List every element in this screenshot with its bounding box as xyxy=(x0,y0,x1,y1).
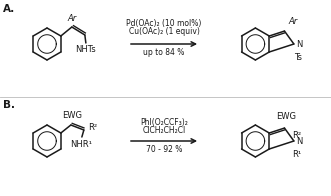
Text: B.: B. xyxy=(3,100,15,110)
Text: R²: R² xyxy=(88,122,97,132)
Text: NHTs: NHTs xyxy=(75,45,96,54)
Text: R¹: R¹ xyxy=(292,150,302,159)
Text: Ar: Ar xyxy=(289,17,298,26)
Text: 70 - 92 %: 70 - 92 % xyxy=(146,145,182,154)
Text: up to 84 %: up to 84 % xyxy=(143,48,185,57)
Text: A.: A. xyxy=(3,4,15,14)
Text: N: N xyxy=(296,40,302,48)
Text: EWG: EWG xyxy=(276,112,297,121)
Text: PhI(O₂CCF₃)₂: PhI(O₂CCF₃)₂ xyxy=(140,118,188,127)
Text: R²: R² xyxy=(293,131,302,140)
Text: ClCH₂CH₂Cl: ClCH₂CH₂Cl xyxy=(142,126,186,135)
Text: EWG: EWG xyxy=(62,111,82,120)
Text: Pd(OAc)₂ (10 mol%): Pd(OAc)₂ (10 mol%) xyxy=(126,19,202,28)
Text: NHR¹: NHR¹ xyxy=(70,140,92,149)
Text: Cu(OAc)₂ (1 equiv): Cu(OAc)₂ (1 equiv) xyxy=(128,27,200,36)
Text: Ar: Ar xyxy=(67,14,76,23)
Text: N: N xyxy=(296,136,302,145)
Text: Ts: Ts xyxy=(294,53,302,62)
